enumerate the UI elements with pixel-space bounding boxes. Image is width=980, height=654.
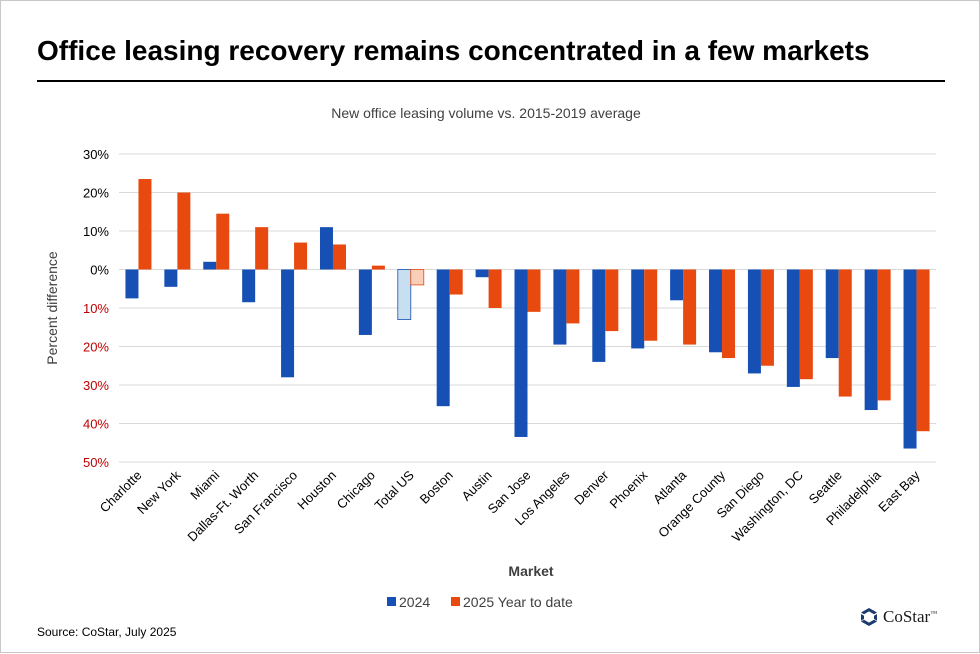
page-title: Office leasing recovery remains concentr…	[37, 35, 870, 66]
bar-2024-chicago	[358, 269, 372, 335]
logo-text: CoStar	[883, 607, 931, 626]
bar-2025-charlotte	[138, 179, 152, 270]
bar-2025-denver	[605, 269, 619, 332]
x-tick-label: Miami	[187, 467, 222, 502]
bar-2024-philadelphia	[864, 269, 878, 411]
bar-2024-dallas-ft-worth	[242, 269, 256, 303]
y-axis-ticks: 30% 20% 10% 0% 10% 20% 30% 40% 50%	[83, 147, 109, 470]
bar-2024-new-york	[164, 269, 178, 287]
y-axis-label: Percent difference	[44, 251, 60, 365]
bar-2025-san-francisco	[294, 242, 308, 270]
x-tick-label: Orange County	[655, 467, 728, 540]
x-tick-label: Chicago	[334, 468, 378, 512]
y-tick-label: 0%	[90, 263, 109, 278]
x-tick-label: Boston	[417, 468, 456, 507]
bar-2024-denver	[592, 269, 606, 362]
y-tick-label: 30%	[83, 378, 109, 393]
x-tick-label: Phoenix	[607, 467, 651, 511]
bar-2025-philadelphia	[877, 269, 891, 401]
x-tick-label: Total US	[372, 467, 418, 513]
bar-2025-total-us	[410, 269, 425, 286]
bar-2025-boston	[449, 269, 463, 295]
bar-2024-houston	[319, 227, 333, 270]
bar-2024-atlanta	[670, 269, 684, 301]
bar-2024-seattle	[825, 269, 839, 359]
bar-2025-los-angeles	[566, 269, 580, 324]
costar-logo: CoStar™	[859, 607, 937, 627]
legend-swatch-2025	[451, 597, 460, 606]
bar-2025-houston	[332, 244, 346, 270]
logo-trademark: ™	[930, 609, 938, 618]
x-tick-label: Washington, DC	[729, 468, 806, 545]
bar-2025-east-bay	[916, 269, 930, 432]
x-tick-label: Dallas-Ft. Worth	[184, 468, 261, 545]
bar-2024-east-bay	[903, 269, 917, 449]
y-tick-label: 20%	[83, 340, 109, 355]
bar-2024-charlotte	[125, 269, 139, 299]
bar-2025-austin	[488, 269, 502, 308]
x-tick-label: East Bay	[875, 467, 923, 515]
bar-2024-san-jose	[514, 269, 528, 437]
y-tick-label: 10%	[83, 301, 109, 316]
y-tick-label: 20%	[83, 186, 109, 201]
bar-2025-san-diego	[760, 269, 774, 366]
legend-label-2024: 2024	[399, 594, 430, 610]
bar-2024-miami	[203, 261, 217, 270]
costar-logo-text: CoStar™	[883, 607, 937, 627]
bar-2024-boston	[436, 269, 450, 407]
bar-2024-san-francisco	[281, 269, 295, 378]
x-tick-label: Houston	[294, 468, 339, 513]
bar-2024-orange-county	[709, 269, 723, 353]
chart-subtitle: New office leasing volume vs. 2015-2019 …	[331, 105, 641, 121]
bar-2024-phoenix	[631, 269, 645, 349]
y-tick-label: 40%	[83, 417, 109, 432]
source-note: Source: CoStar, July 2025	[37, 625, 177, 639]
legend-swatch-2024	[387, 597, 396, 606]
bar-2025-new-york	[177, 192, 191, 270]
bar-2025-phoenix	[644, 269, 658, 341]
legend-label-2025: 2025 Year to date	[463, 594, 573, 610]
bar-2025-miami	[216, 213, 230, 270]
bars	[125, 179, 930, 449]
y-tick-label: 30%	[83, 147, 109, 162]
bar-2025-chicago	[371, 265, 385, 270]
costar-logo-icon	[861, 608, 877, 626]
bar-2024-washington-dc	[786, 269, 800, 387]
legend: 2024 2025 Year to date	[387, 594, 573, 610]
title-divider	[37, 80, 945, 82]
bar-2024-total-us	[397, 269, 412, 320]
y-tick-label: 50%	[83, 455, 109, 470]
x-tick-label: Austin	[459, 468, 495, 504]
x-tick-label: New York	[134, 467, 184, 517]
x-axis-label: Market	[508, 563, 553, 579]
bar-2025-orange-county	[722, 269, 736, 359]
y-tick-label: 10%	[83, 224, 109, 239]
bar-2025-dallas-ft-worth	[255, 227, 269, 270]
bar-2024-san-diego	[747, 269, 761, 374]
bar-2025-san-jose	[527, 269, 541, 312]
bar-2025-seattle	[838, 269, 852, 397]
bar-2025-washington-dc	[799, 269, 813, 380]
x-tick-label: Denver	[571, 467, 612, 508]
bar-2025-atlanta	[683, 269, 697, 345]
bar-2024-austin	[475, 269, 489, 278]
bar-2024-los-angeles	[553, 269, 567, 345]
